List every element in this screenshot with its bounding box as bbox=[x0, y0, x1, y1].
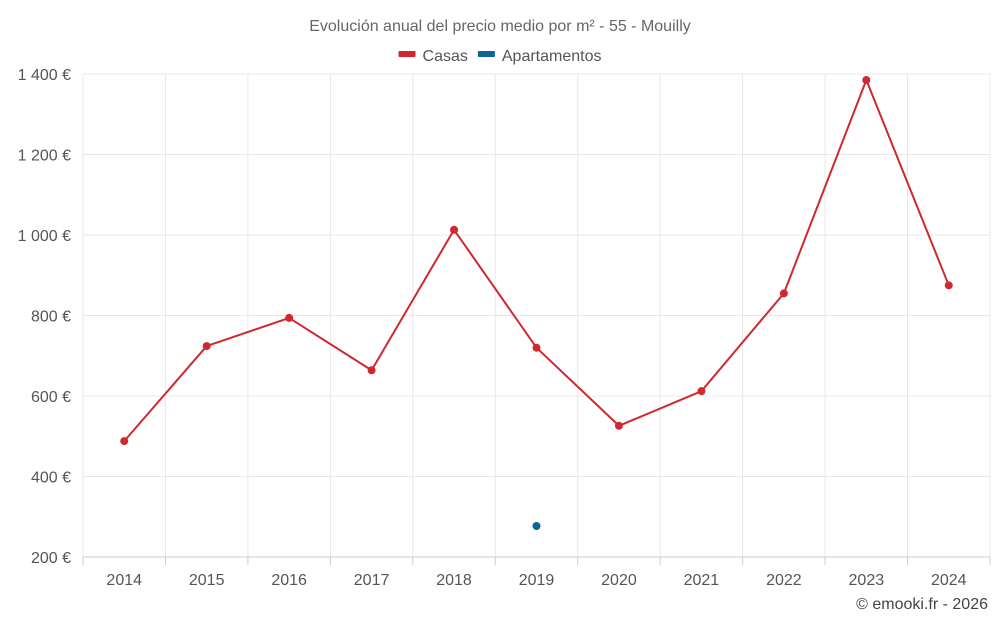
y-tick-label: 200 € bbox=[31, 550, 71, 567]
grid bbox=[82, 73, 991, 558]
data-point[interactable] bbox=[532, 522, 541, 531]
legend-label: Apartamentos bbox=[502, 48, 602, 65]
legend-item-apartamentos[interactable]: Apartamentos bbox=[477, 48, 602, 65]
x-tick-label: 2014 bbox=[106, 572, 142, 589]
x-tick-label: 2016 bbox=[271, 572, 307, 589]
legend-item-casas[interactable]: Casas bbox=[398, 48, 468, 65]
x-tick-label: 2022 bbox=[766, 572, 802, 589]
x-tick-label: 2015 bbox=[189, 572, 225, 589]
legend-swatch bbox=[398, 51, 416, 57]
x-tick-label: 2018 bbox=[436, 572, 472, 589]
x-tick-label: 2017 bbox=[354, 572, 390, 589]
credit-text: © emooki.fr - 2026 bbox=[856, 596, 988, 613]
y-tick-label: 800 € bbox=[31, 309, 71, 326]
data-point[interactable] bbox=[202, 342, 211, 351]
y-tick-label: 1 200 € bbox=[18, 148, 71, 165]
x-tick-label: 2021 bbox=[684, 572, 720, 589]
x-axis: 2014 2015 2016 2017 2018 2019 2020 2021 2022 2023… bbox=[82, 556, 991, 589]
y-tick-label: 1 000 € bbox=[18, 228, 71, 245]
data-point[interactable] bbox=[120, 437, 129, 446]
series-apartamentos bbox=[532, 522, 541, 531]
data-point[interactable] bbox=[614, 421, 623, 430]
x-tick-label: 2023 bbox=[849, 572, 885, 589]
x-tick-label: 2020 bbox=[601, 572, 637, 589]
series-layer bbox=[120, 76, 953, 531]
y-axis: 200 € 400 € 600 € 800 € 1 000 € 1 200 € 1 400 … bbox=[18, 67, 71, 567]
data-point[interactable] bbox=[862, 76, 871, 85]
x-tick-label: 2024 bbox=[931, 572, 967, 589]
legend: Casas Apartamentos bbox=[398, 48, 602, 65]
data-point[interactable] bbox=[779, 289, 788, 298]
data-point[interactable] bbox=[697, 387, 706, 396]
legend-label: Casas bbox=[423, 48, 468, 65]
chart-title: Evolución anual del precio medio por m² … bbox=[309, 18, 691, 35]
y-tick-label: 400 € bbox=[31, 470, 71, 487]
data-point[interactable] bbox=[532, 343, 541, 352]
data-point[interactable] bbox=[450, 225, 459, 234]
y-tick-label: 600 € bbox=[31, 389, 71, 406]
x-tick-label: 2019 bbox=[519, 572, 555, 589]
legend-swatch bbox=[477, 51, 495, 57]
data-point[interactable] bbox=[285, 313, 294, 322]
series-casas bbox=[120, 76, 953, 446]
data-point[interactable] bbox=[367, 366, 376, 375]
y-tick-label: 1 400 € bbox=[18, 67, 71, 84]
data-point[interactable] bbox=[944, 281, 953, 290]
